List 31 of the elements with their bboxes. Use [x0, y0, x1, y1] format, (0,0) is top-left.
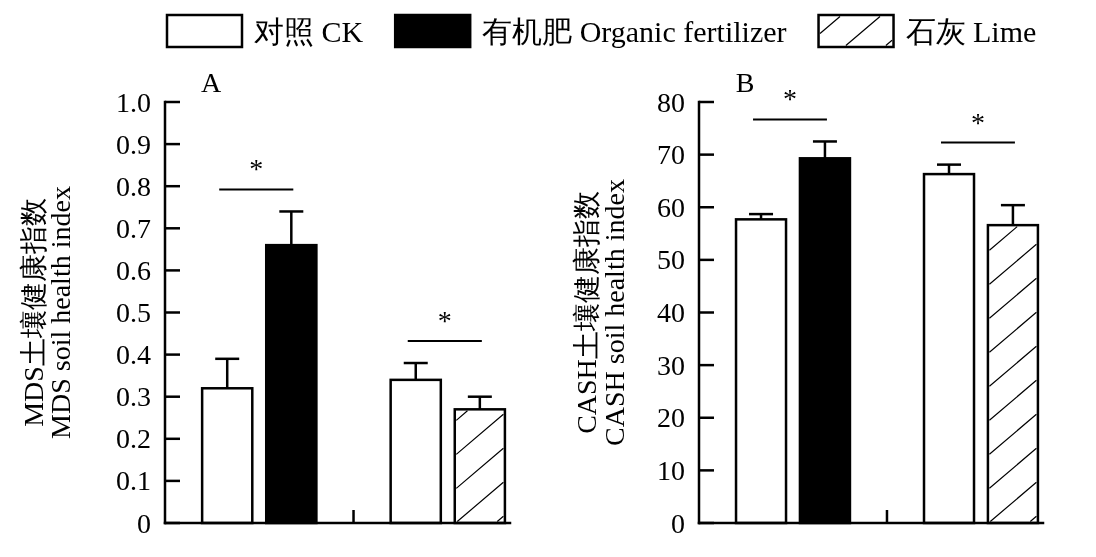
- y-tick-label: 0: [137, 507, 151, 539]
- y-tick-label: 0.1: [116, 465, 151, 497]
- y-tick-label: 70: [657, 139, 685, 171]
- y-axis-title: MDS土壤健康指数 MDS soil health index: [17, 186, 76, 439]
- y-tick-label: 0.4: [116, 339, 151, 371]
- y-tick-label: 40: [657, 297, 685, 328]
- annotation: *: [249, 153, 264, 185]
- annotation: *: [970, 106, 985, 138]
- y-tick-label: 60: [657, 191, 685, 223]
- y-tick-label: 1.0: [116, 86, 151, 118]
- legend-label: 对照 CK: [254, 14, 364, 48]
- legend-label: 石灰 Lime: [905, 14, 1037, 48]
- annotation: *: [782, 83, 797, 115]
- y-tick-label: 10: [657, 454, 685, 486]
- y-tick-label: 0.8: [116, 170, 151, 202]
- chart-title: B: [735, 67, 755, 98]
- annotation: *: [437, 305, 452, 337]
- y-axis-title: CASH土壤健康指数 CASH soil health index: [570, 179, 630, 446]
- y-tick-label: 30: [657, 349, 685, 381]
- y-tick-label: 0.9: [116, 128, 151, 160]
- y-tick-label: 0.5: [116, 297, 151, 328]
- y-tick-label: 0: [671, 507, 685, 539]
- y-tick-label: 0.7: [116, 212, 151, 244]
- y-tick-label: 20: [657, 402, 685, 434]
- y-tick-label: 0.6: [116, 254, 151, 286]
- y-tick-label: 80: [657, 86, 685, 118]
- legend-label: 有机肥 Organic fertilizer: [482, 14, 787, 48]
- chart-title: A: [200, 67, 222, 98]
- y-tick-label: 0.3: [116, 381, 151, 413]
- y-tick-label: 0.2: [116, 423, 151, 455]
- y-tick-label: 50: [657, 244, 685, 276]
